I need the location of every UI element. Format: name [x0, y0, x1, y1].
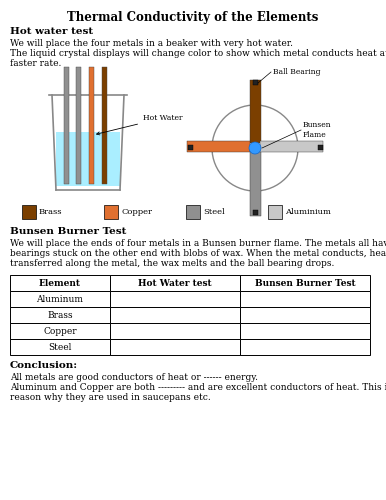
Bar — [64, 67, 69, 184]
Text: Hot Water test: Hot Water test — [138, 278, 212, 287]
Text: Copper: Copper — [121, 208, 152, 216]
Bar — [10, 339, 110, 355]
Text: All metals are good conductors of heat or ------ energy.: All metals are good conductors of heat o… — [10, 372, 258, 382]
Bar — [240, 275, 370, 291]
Bar — [110, 323, 240, 339]
Bar — [104, 205, 118, 219]
Bar — [102, 67, 107, 184]
Text: Hot water test: Hot water test — [10, 28, 93, 36]
Bar — [186, 205, 200, 219]
Bar — [22, 205, 36, 219]
Bar — [110, 275, 240, 291]
Text: Aluminium: Aluminium — [285, 208, 331, 216]
Bar — [110, 291, 240, 307]
Text: We will place the ends of four metals in a Bunsen burner flame. The metals all h: We will place the ends of four metals in… — [10, 240, 386, 248]
Bar — [240, 339, 370, 355]
Text: faster rate.: faster rate. — [10, 58, 61, 68]
Bar — [10, 291, 110, 307]
Text: Steel: Steel — [48, 342, 72, 351]
Text: The liquid crystal displays will change color to show which metal conducts heat : The liquid crystal displays will change … — [10, 48, 386, 58]
Bar — [110, 307, 240, 323]
Bar — [188, 145, 193, 150]
Text: Bunsen
Flame: Bunsen Flame — [303, 121, 332, 139]
Bar — [318, 145, 323, 150]
Text: reason why they are used in saucepans etc.: reason why they are used in saucepans et… — [10, 394, 211, 402]
Text: Copper: Copper — [43, 326, 77, 336]
Bar — [268, 205, 282, 219]
Bar — [240, 323, 370, 339]
Bar — [187, 141, 250, 152]
Bar — [10, 275, 110, 291]
Text: Aluminum and Copper are both --------- and are excellent conductors of heat. Thi: Aluminum and Copper are both --------- a… — [10, 384, 386, 392]
Text: Bunsen Burner Test: Bunsen Burner Test — [255, 278, 355, 287]
Text: Steel: Steel — [203, 208, 225, 216]
Bar — [253, 210, 258, 215]
Text: Ball Bearing: Ball Bearing — [273, 68, 320, 76]
Text: We will place the four metals in a beaker with very hot water.: We will place the four metals in a beake… — [10, 38, 293, 48]
Bar — [76, 67, 81, 184]
Bar — [89, 67, 94, 184]
Circle shape — [249, 142, 261, 154]
Text: Bunsen Burner Test: Bunsen Burner Test — [10, 228, 126, 236]
Text: Brass: Brass — [47, 310, 73, 320]
Text: Thermal Conductivity of the Elements: Thermal Conductivity of the Elements — [67, 12, 319, 24]
Text: Element: Element — [39, 278, 81, 287]
Bar — [110, 339, 240, 355]
Text: Hot Water: Hot Water — [96, 114, 183, 135]
Bar — [240, 291, 370, 307]
Text: Brass: Brass — [39, 208, 63, 216]
Bar — [56, 132, 120, 186]
Text: bearings stuck on the other end with blobs of wax. When the metal conducts, heat: bearings stuck on the other end with blo… — [10, 250, 386, 258]
Bar — [253, 80, 258, 85]
Text: Conclusion:: Conclusion: — [10, 360, 78, 370]
Bar — [260, 141, 323, 152]
Bar — [240, 307, 370, 323]
Text: transferred along the metal, the wax melts and the ball bearing drops.: transferred along the metal, the wax mel… — [10, 260, 334, 268]
Bar — [10, 323, 110, 339]
Bar — [250, 80, 261, 143]
Bar — [250, 148, 261, 216]
Text: Aluminum: Aluminum — [37, 294, 83, 304]
Bar — [10, 307, 110, 323]
